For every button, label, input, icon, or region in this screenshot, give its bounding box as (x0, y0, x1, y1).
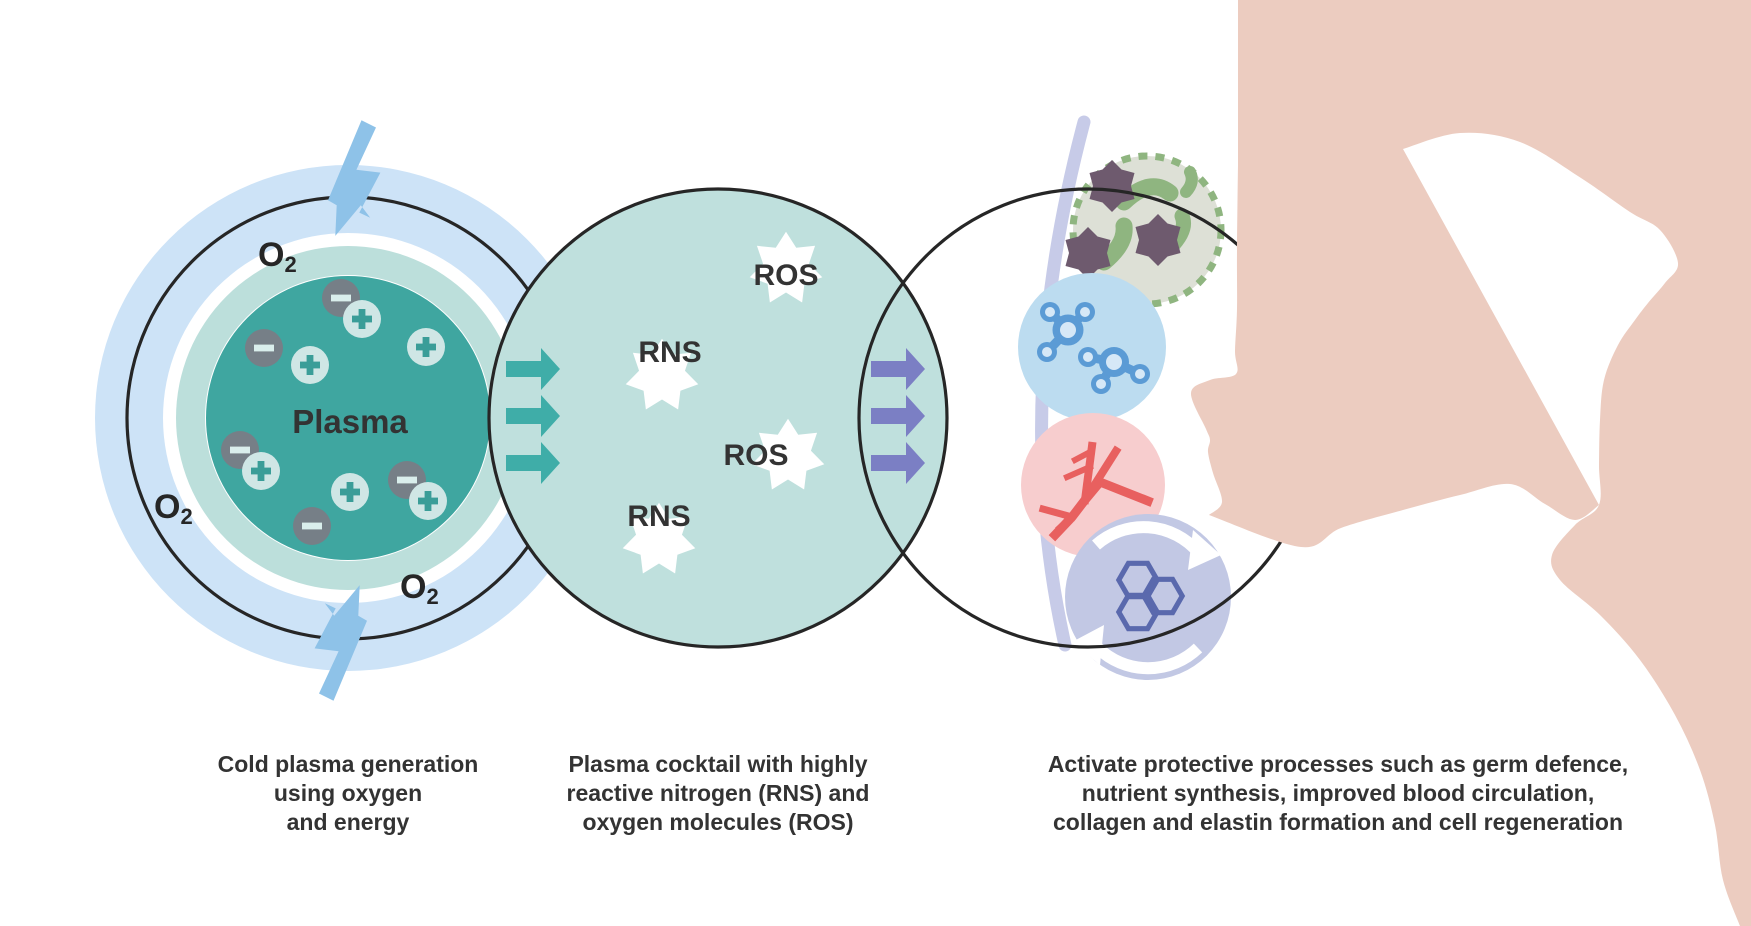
svg-text:collagen and elastin formation: collagen and elastin formation and cell … (1053, 809, 1623, 835)
svg-text:and energy: and energy (287, 809, 410, 835)
svg-text:ROS: ROS (723, 439, 788, 472)
svg-text:nutrient synthesis, improved b: nutrient synthesis, improved blood circu… (1082, 780, 1594, 806)
svg-text:Activate protective processes: Activate protective processes such as ge… (1048, 751, 1628, 777)
svg-text:ROS: ROS (753, 259, 818, 292)
svg-text:Plasma: Plasma (292, 403, 408, 440)
svg-text:RNS: RNS (627, 500, 690, 533)
svg-text:using oxygen: using oxygen (274, 780, 422, 806)
svg-text:Cold plasma generation: Cold plasma generation (218, 751, 479, 777)
svg-text:RNS: RNS (638, 336, 701, 369)
svg-text:oxygen molecules (ROS): oxygen molecules (ROS) (583, 809, 854, 835)
svg-text:reactive nitrogen (RNS) and: reactive nitrogen (RNS) and (567, 780, 870, 806)
svg-text:Plasma cocktail with highly: Plasma cocktail with highly (568, 751, 867, 777)
